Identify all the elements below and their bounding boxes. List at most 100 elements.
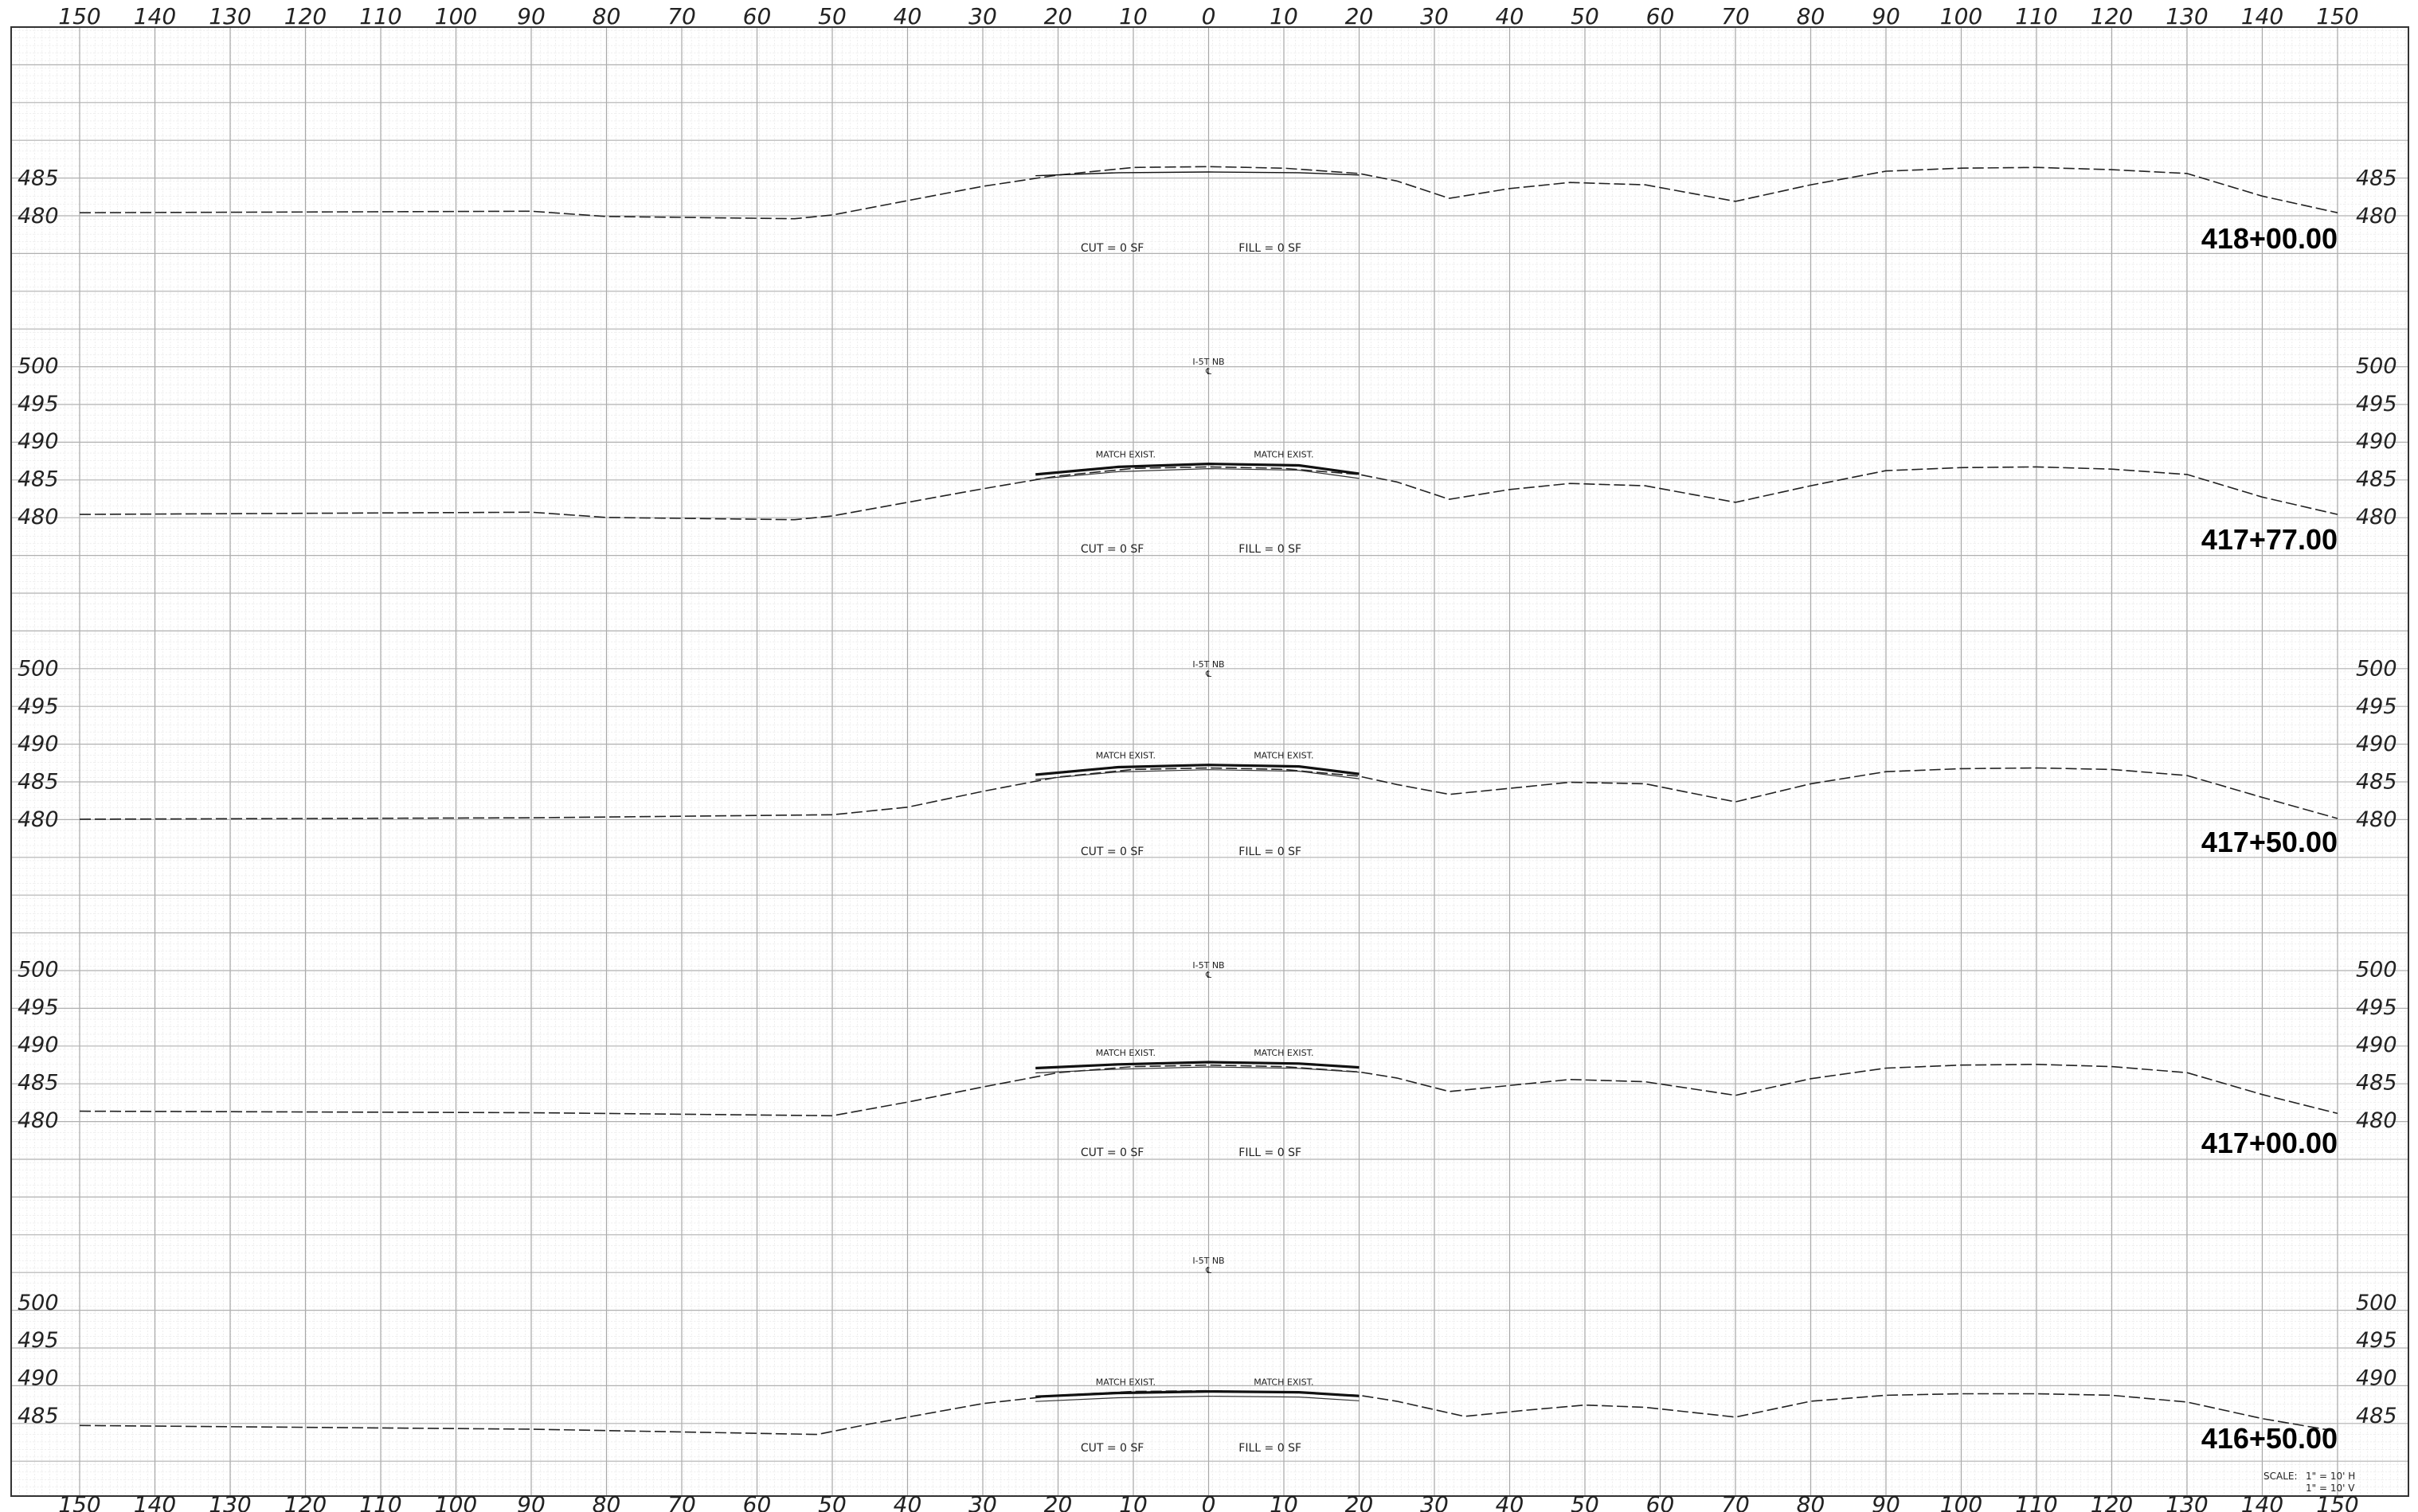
offset-tick-label: 150 <box>2316 1491 2358 1512</box>
fill-area-label: FILL = 0 SF <box>1238 846 1301 858</box>
offset-axis-bottom: 150 140 130 120 110 100 90 80 70 60 50 40 30 20 10 0 10 2… <box>58 1491 2358 1512</box>
offset-tick-label: 30 <box>1420 1491 1449 1512</box>
station-label: 417+50.00 <box>2201 826 2338 858</box>
centerline-symbol: ℄ <box>1205 970 1211 980</box>
proposed-section-line <box>1035 764 1360 776</box>
offset-tick-label: 80 <box>1797 1491 1825 1512</box>
offset-tick-label: 120 <box>284 1491 327 1512</box>
offset-tick-label: 0 <box>1202 1491 1216 1512</box>
elevation-label-left: 500 <box>18 354 59 378</box>
offset-tick-label: 130 <box>2166 3 2208 29</box>
elevation-label-right: 500 <box>2356 354 2397 378</box>
offset-tick-label: 80 <box>1797 3 1825 29</box>
elevation-label-right: 485 <box>2356 770 2397 795</box>
elevation-label-right: 495 <box>2356 995 2397 1020</box>
offset-tick-label: 140 <box>134 1491 176 1512</box>
elevation-label-left: 495 <box>18 1328 59 1353</box>
match-exist-label: MATCH EXIST. <box>1254 751 1313 761</box>
elevation-label-right: 490 <box>2356 1033 2397 1057</box>
centerline-symbol: ℄ <box>1205 366 1211 377</box>
elevation-label-left: 485 <box>18 166 59 191</box>
offset-tick-label: 110 <box>359 1491 401 1512</box>
elevation-label-left: 500 <box>18 656 59 681</box>
offset-tick-label: 130 <box>209 3 251 29</box>
offset-tick-label: 110 <box>359 3 401 29</box>
elevation-label-left: 490 <box>18 732 59 756</box>
offset-axis-top: 150 140 130 120 110 100 90 80 70 60 50 40 30 20 10 0 10 2… <box>58 3 2358 29</box>
subgrade-line <box>1035 769 1360 780</box>
elevation-label-right: 500 <box>2356 656 2397 681</box>
offset-tick-label: 80 <box>593 1491 621 1512</box>
elevation-label-right: 495 <box>2356 1328 2397 1353</box>
offset-tick-label: 60 <box>1646 1491 1675 1512</box>
offset-tick-label: 70 <box>1721 1491 1750 1512</box>
offset-tick-label: 70 <box>1721 3 1750 29</box>
offset-tick-label: 80 <box>593 3 621 29</box>
elevation-label-left: 490 <box>18 1366 59 1391</box>
existing-ground-line <box>79 767 2338 820</box>
fill-area-label: FILL = 0 SF <box>1238 1147 1301 1159</box>
cut-area-label: CUT = 0 SF <box>1081 1147 1144 1159</box>
offset-tick-label: 60 <box>743 1491 772 1512</box>
scale-vertical: 1" = 10' V <box>2306 1483 2355 1494</box>
elevation-label-left: 495 <box>18 995 59 1020</box>
offset-tick-label: 10 <box>1119 1491 1148 1512</box>
proposed-section-line <box>1035 171 1360 177</box>
station-label: 417+77.00 <box>2201 523 2338 556</box>
offset-tick-label: 100 <box>1940 1491 1982 1512</box>
elevation-label-left: 500 <box>18 1291 59 1315</box>
match-exist-label: MATCH EXIST. <box>1254 450 1313 460</box>
elevation-label-right: 480 <box>2356 505 2397 529</box>
elevation-label-right: 500 <box>2356 1291 2397 1315</box>
fill-area-label: FILL = 0 SF <box>1238 1442 1301 1455</box>
offset-tick-label: 40 <box>1496 3 1524 29</box>
offset-tick-label: 100 <box>435 1491 477 1512</box>
offset-tick-label: 30 <box>1420 3 1449 29</box>
elevation-label-left: 480 <box>18 1108 59 1133</box>
subgrade-line <box>1035 1066 1360 1074</box>
offset-tick-label: 30 <box>968 1491 997 1512</box>
offset-tick-label: 130 <box>2166 1491 2208 1512</box>
centerline-symbol: ℄ <box>1205 669 1211 679</box>
offset-tick-label: 100 <box>1940 3 1982 29</box>
offset-tick-label: 50 <box>818 1491 847 1512</box>
cut-area-label: CUT = 0 SF <box>1081 543 1144 556</box>
offset-tick-label: 70 <box>667 1491 696 1512</box>
offset-tick-label: 20 <box>1345 1491 1374 1512</box>
grid-background <box>11 27 2408 1496</box>
offset-tick-label: 90 <box>517 1491 546 1512</box>
cross-section-4: 500 500 495 495 490 490 485 485 I-5T NB℄ MATCH EX… <box>18 1256 2397 1455</box>
cross-section-0: 485 485 480 480 CUT = 0 SF FILL = 0 SF 418+00.… <box>18 166 2397 255</box>
elevation-label-right: 500 <box>2356 957 2397 982</box>
elevation-label-left: 500 <box>18 957 59 982</box>
existing-ground-line <box>79 466 2338 521</box>
proposed-section-line <box>1035 1389 1360 1398</box>
offset-tick-label: 40 <box>894 1491 922 1512</box>
elevation-label-left: 495 <box>18 392 59 416</box>
centerline-symbol: ℄ <box>1205 1265 1211 1276</box>
elevation-label-right: 485 <box>2356 467 2397 492</box>
cut-area-label: CUT = 0 SF <box>1081 242 1144 255</box>
cross-section-2: 500 500 495 495 490 490 485 485 480 480 I-5T NB℄ MA… <box>18 656 2397 858</box>
offset-tick-label: 40 <box>1496 1491 1524 1512</box>
match-exist-label: MATCH EXIST. <box>1254 1377 1313 1388</box>
match-exist-label: MATCH EXIST. <box>1096 751 1156 761</box>
scale-note: SCALE: 1" = 10' H 1" = 10' V <box>2263 1471 2355 1494</box>
offset-tick-label: 90 <box>517 3 546 29</box>
centerline-label: I-5T NB <box>1192 1256 1224 1266</box>
offset-tick-label: 110 <box>2015 3 2057 29</box>
offset-tick-label: 140 <box>2241 3 2283 29</box>
match-exist-label: MATCH EXIST. <box>1096 450 1156 460</box>
cross-section-3: 500 500 495 495 490 490 485 485 480 480 I-5T NB℄ MA… <box>18 957 2397 1159</box>
offset-tick-label: 20 <box>1345 3 1374 29</box>
offset-tick-label: 90 <box>1872 1491 1900 1512</box>
scale-horizontal: 1" = 10' H <box>2306 1471 2355 1482</box>
offset-tick-label: 70 <box>667 3 696 29</box>
offset-tick-label: 50 <box>1571 3 1599 29</box>
offset-tick-label: 20 <box>1044 3 1073 29</box>
elevation-label-left: 485 <box>18 1404 59 1428</box>
centerline-label: I-5T NB <box>1192 659 1224 670</box>
station-label: 416+50.00 <box>2201 1422 2338 1455</box>
offset-tick-label: 90 <box>1872 3 1900 29</box>
